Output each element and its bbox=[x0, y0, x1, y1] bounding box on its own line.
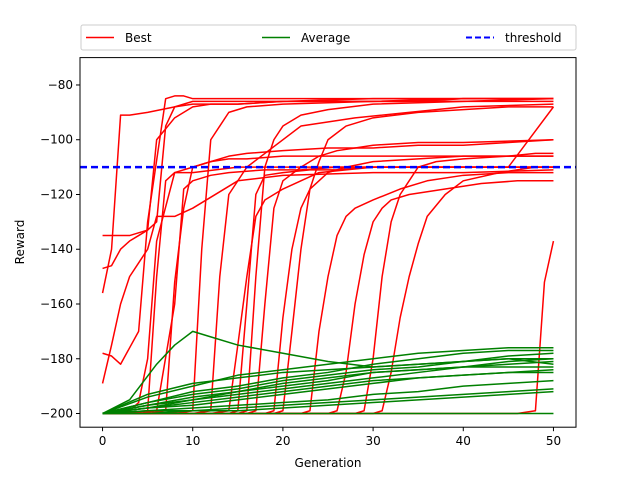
best-series-line bbox=[102, 138, 554, 415]
best-series-line bbox=[102, 95, 554, 365]
average-series-group bbox=[102, 330, 554, 415]
x-tick-label: 30 bbox=[365, 434, 380, 448]
best-series-line bbox=[102, 97, 554, 270]
average-series-line bbox=[102, 352, 554, 415]
best-series-line bbox=[102, 171, 554, 415]
average-series-line bbox=[102, 371, 554, 415]
y-tick-label: −100 bbox=[40, 133, 73, 147]
x-tick-label: 0 bbox=[99, 434, 107, 448]
legend: Best Average threshold bbox=[80, 24, 577, 51]
average-series-line bbox=[102, 390, 554, 415]
y-tick-label: −200 bbox=[40, 407, 73, 421]
y-tick-label: −160 bbox=[40, 297, 73, 311]
average-series-line bbox=[102, 388, 554, 415]
legend-frame bbox=[80, 24, 577, 51]
best-series-line bbox=[102, 100, 554, 415]
x-tick-label: 50 bbox=[546, 434, 561, 448]
average-series-line bbox=[102, 366, 554, 415]
y-tick-label: −140 bbox=[40, 242, 73, 256]
legend-best-label: Best bbox=[125, 31, 152, 45]
y-tick-label: −120 bbox=[40, 187, 73, 201]
average-series-line bbox=[102, 379, 554, 415]
y-tick-label: −80 bbox=[48, 78, 73, 92]
y-axis-ticks: −200 −180 −160 −140 −120 −100 −80 bbox=[40, 78, 80, 421]
y-tick-label: −180 bbox=[40, 352, 73, 366]
average-series-line bbox=[102, 349, 554, 415]
plot-frame bbox=[79, 57, 577, 428]
legend-threshold-label: threshold bbox=[505, 31, 562, 45]
average-series-line bbox=[102, 358, 554, 415]
x-axis-label: Generation bbox=[295, 456, 362, 470]
average-series-line bbox=[102, 347, 554, 415]
best-series-line bbox=[102, 106, 554, 415]
x-tick-label: 10 bbox=[185, 434, 200, 448]
x-tick-label: 20 bbox=[275, 434, 290, 448]
best-series-line bbox=[102, 155, 554, 415]
average-series-line bbox=[102, 360, 554, 415]
y-axis-label: Reward bbox=[13, 220, 27, 265]
legend-average-label: Average bbox=[301, 31, 350, 45]
x-tick-label: 40 bbox=[456, 434, 471, 448]
average-series-line bbox=[102, 358, 554, 415]
best-series-line bbox=[102, 166, 554, 415]
x-axis-ticks: 0 10 20 30 40 50 bbox=[99, 427, 561, 448]
best-series-line bbox=[101, 169, 554, 384]
